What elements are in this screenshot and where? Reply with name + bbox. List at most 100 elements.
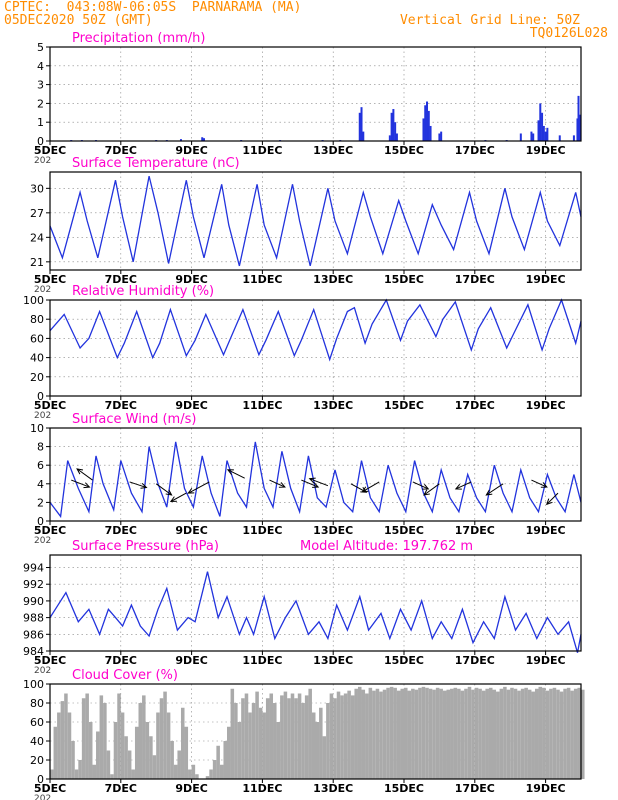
precip-bar bbox=[577, 95, 580, 141]
wind-arrowhead bbox=[454, 484, 462, 490]
x-tick-label: 19DEC bbox=[526, 144, 566, 157]
wind-vector bbox=[362, 481, 380, 493]
cloud-bar bbox=[138, 703, 143, 779]
precip-bar bbox=[358, 112, 361, 141]
y-tick-label: 988 bbox=[23, 612, 44, 625]
cloud-bar bbox=[173, 764, 178, 779]
precip-bar bbox=[541, 112, 544, 141]
cloud-bar bbox=[326, 703, 330, 779]
cloud-bar bbox=[421, 686, 426, 779]
cloud-bar bbox=[556, 689, 560, 779]
x-tick-label: 17DEC bbox=[455, 782, 495, 795]
cloud-bar bbox=[510, 687, 514, 779]
cloud-bar bbox=[382, 689, 387, 779]
precip-bar bbox=[572, 135, 575, 141]
cloud-bar bbox=[78, 760, 82, 779]
panel-1: 0 1 2 3 4 5 5DEC 7DEC 9DEC 11DEC 13DEC 15DEC 17DEC 19… bbox=[34, 31, 582, 166]
cloud-bar bbox=[149, 736, 153, 779]
y-tick-label: 40 bbox=[30, 352, 44, 365]
cloud-bar bbox=[552, 687, 557, 779]
year-fragment: 202 bbox=[34, 411, 51, 421]
cloud-bar bbox=[517, 690, 521, 779]
y-tick-label: 80 bbox=[30, 313, 44, 326]
wind-vector bbox=[76, 468, 93, 481]
x-tick-label: 7DEC bbox=[105, 144, 137, 157]
x-tick-label: 9DEC bbox=[175, 524, 207, 537]
wind-vector bbox=[309, 478, 329, 487]
cloud-bar bbox=[57, 712, 61, 779]
cloud-bar bbox=[241, 698, 245, 779]
y-tick-label: 990 bbox=[23, 595, 44, 608]
y-tick-label: 1 bbox=[37, 116, 44, 129]
x-tick-label: 17DEC bbox=[455, 273, 495, 286]
cloud-bar bbox=[273, 703, 277, 779]
panel-3: 0 20 40 60 80 100 5DEC 7DEC 9DEC 11DEC 13DEC 15DEC 1… bbox=[23, 284, 582, 421]
y-tick-label: 40 bbox=[30, 735, 44, 748]
cloud-bar bbox=[365, 693, 369, 779]
y-tick-label: 0 bbox=[37, 515, 44, 528]
cloud-bar bbox=[145, 722, 150, 779]
cloud-bar bbox=[396, 690, 401, 779]
cloud-bar bbox=[319, 707, 323, 779]
x-tick-label: 5DEC bbox=[34, 144, 66, 157]
x-tick-label: 15DEC bbox=[384, 654, 424, 667]
y-tick-label: 3 bbox=[37, 79, 44, 92]
wind-arrowhead bbox=[187, 487, 195, 494]
x-tick-label: 15DEC bbox=[384, 399, 424, 412]
precip-bar bbox=[392, 109, 395, 141]
panel-frame bbox=[49, 171, 582, 271]
cloud-bar bbox=[191, 764, 196, 779]
precip-bar bbox=[542, 125, 545, 141]
x-tick-label: 5DEC bbox=[34, 782, 66, 795]
y-tick-label: 4 bbox=[37, 60, 44, 73]
cloud-bar bbox=[545, 690, 550, 779]
cloud-bar bbox=[124, 736, 128, 779]
y-tick-label: 4 bbox=[37, 478, 44, 491]
cloud-bar bbox=[563, 688, 567, 779]
run-date: 05DEC2020 50Z (GMT) bbox=[4, 13, 153, 28]
y-tick-label: 2 bbox=[37, 97, 44, 110]
x-tick-label: 9DEC bbox=[175, 144, 207, 157]
precip-bar bbox=[532, 133, 535, 141]
x-tick-label: 19DEC bbox=[526, 524, 566, 537]
cloud-bar bbox=[340, 695, 344, 779]
x-tick-label: 7DEC bbox=[105, 654, 137, 667]
cloud-bar bbox=[336, 691, 341, 779]
y-tick-label: 30 bbox=[30, 182, 44, 195]
precip-bar bbox=[519, 133, 522, 141]
cloud-bar bbox=[255, 691, 259, 779]
wind-arrowhead bbox=[361, 486, 369, 493]
cloud-bar bbox=[559, 691, 564, 779]
precip-bar bbox=[394, 122, 397, 141]
cloud-bar bbox=[315, 722, 320, 779]
x-tick-label: 7DEC bbox=[105, 273, 137, 286]
panel-frame bbox=[49, 683, 582, 780]
cloud-bar bbox=[496, 691, 500, 779]
cloud-bar bbox=[400, 688, 404, 779]
x-tick-label: 15DEC bbox=[384, 782, 424, 795]
cloud-bar bbox=[311, 712, 316, 779]
cloud-bar bbox=[283, 691, 288, 779]
x-tick-label: 13DEC bbox=[313, 524, 353, 537]
cloud-bar bbox=[297, 693, 302, 779]
cloud-bar bbox=[134, 726, 139, 779]
cloud-bar bbox=[152, 755, 157, 779]
wind-arrowhead bbox=[308, 477, 316, 484]
y-tick-label: 6 bbox=[37, 459, 44, 472]
cloud-bar bbox=[457, 688, 461, 779]
series-line bbox=[49, 298, 582, 362]
cloud-bar bbox=[361, 689, 366, 779]
x-tick-label: 5DEC bbox=[34, 654, 66, 667]
panel-title: Relative Humidity (%) bbox=[72, 284, 214, 299]
wind-arrowhead bbox=[76, 468, 84, 475]
cloud-bar bbox=[71, 741, 75, 779]
cloud-bar bbox=[166, 712, 171, 779]
precip-bar bbox=[429, 125, 432, 141]
cloud-bar bbox=[227, 726, 231, 779]
wind-arrowhead bbox=[165, 489, 173, 496]
wind-arrowhead bbox=[140, 482, 148, 489]
x-tick-label: 7DEC bbox=[105, 524, 137, 537]
cloud-bar bbox=[276, 722, 281, 779]
cloud-bar bbox=[527, 689, 532, 779]
cloud-bar bbox=[404, 687, 408, 779]
